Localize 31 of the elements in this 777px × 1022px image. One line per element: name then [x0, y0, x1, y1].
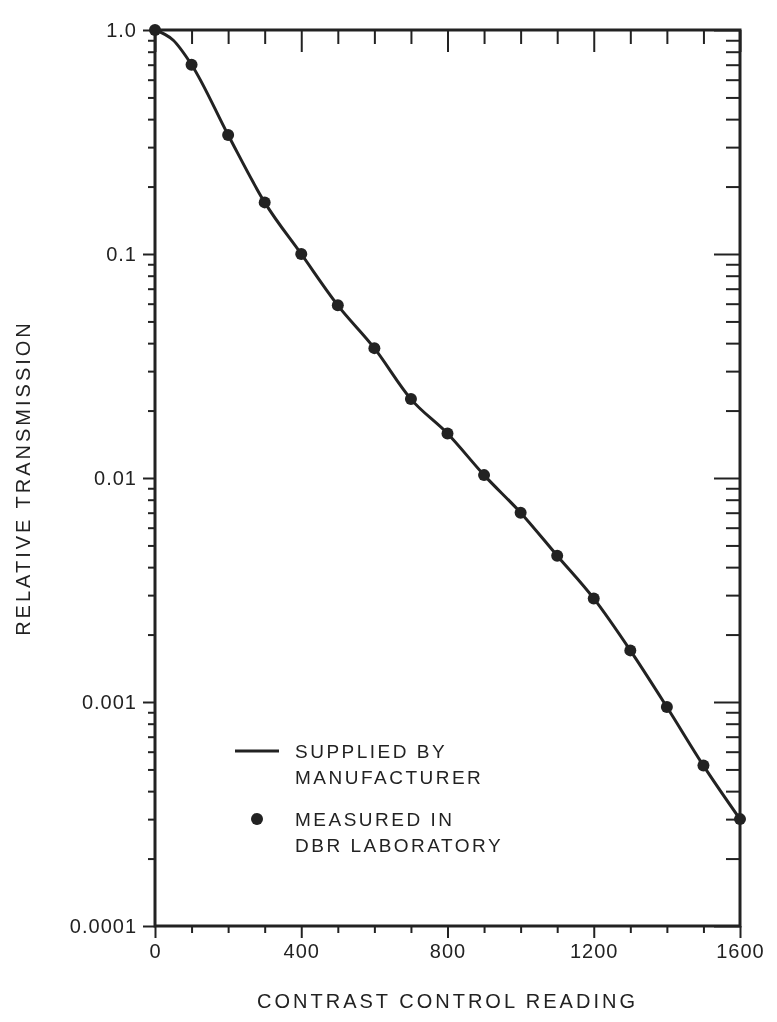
point: [587, 592, 600, 605]
point: [660, 700, 673, 713]
y-tick-label: 1.0: [106, 18, 137, 41]
point: [514, 506, 527, 519]
point: [734, 813, 746, 826]
x-tick-label: 400: [283, 940, 320, 963]
x-tick-label: 1600: [716, 940, 765, 963]
point: [149, 24, 161, 36]
legend-label: MEASURED IN DBR LABORATORY: [295, 809, 504, 856]
y-tick-label: 0.001: [81, 690, 137, 713]
point: [185, 58, 198, 71]
y-axis-title: RELATIVE TRANSMISSION: [12, 320, 34, 636]
x-axis-title: CONTRAST CONTROL READING: [257, 990, 638, 1012]
point: [258, 196, 271, 209]
point: [331, 299, 344, 312]
point: [222, 128, 235, 141]
point: [624, 644, 637, 657]
x-tick-label: 1200: [570, 940, 619, 963]
point: [441, 427, 454, 440]
point: [295, 248, 308, 260]
point: [478, 469, 491, 482]
x-tick-label: 0: [149, 940, 162, 963]
point: [697, 759, 710, 772]
y-tick-label: 0.0001: [69, 914, 137, 937]
x-tick-label: 800: [429, 940, 467, 963]
point: [368, 342, 381, 355]
y-tick-label: 0.1: [106, 242, 137, 265]
point: [404, 393, 417, 406]
y-tick-label: 0.01: [94, 466, 137, 489]
point: [551, 549, 564, 562]
legend-label: SUPPLIED BY MANUFACTURER: [295, 741, 484, 788]
